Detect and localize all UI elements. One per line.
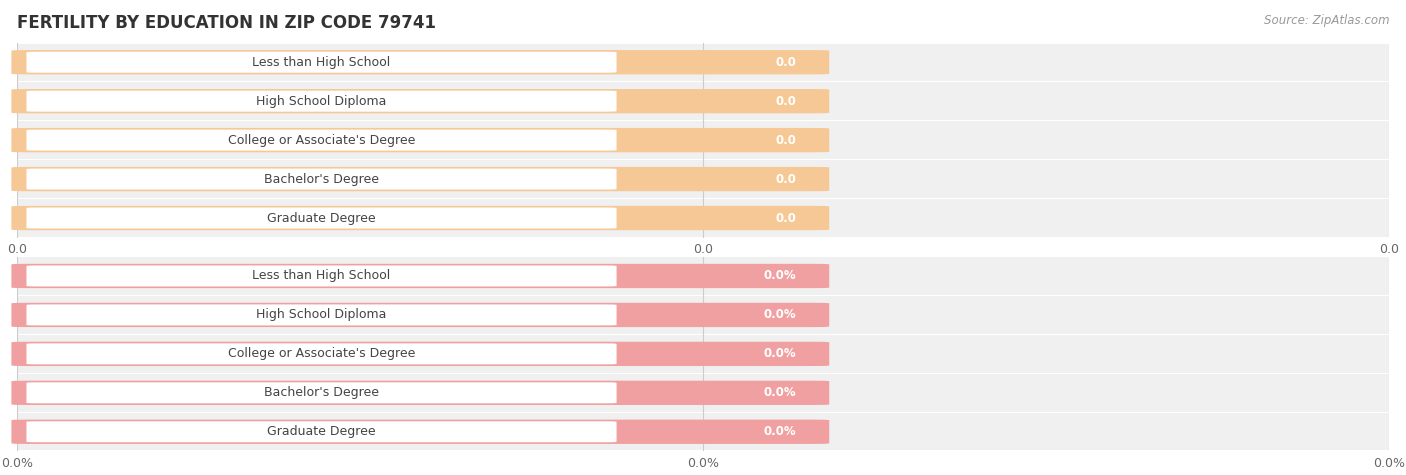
FancyBboxPatch shape xyxy=(11,89,830,114)
Text: Source: ZipAtlas.com: Source: ZipAtlas.com xyxy=(1264,14,1389,27)
Text: High School Diploma: High School Diploma xyxy=(256,95,387,108)
Bar xyxy=(17,374,1389,411)
FancyBboxPatch shape xyxy=(11,380,830,405)
FancyBboxPatch shape xyxy=(27,421,617,442)
Text: 0.0%: 0.0% xyxy=(763,269,796,283)
Text: Less than High School: Less than High School xyxy=(253,56,391,69)
FancyBboxPatch shape xyxy=(11,264,830,288)
Text: College or Associate's Degree: College or Associate's Degree xyxy=(228,347,415,361)
FancyBboxPatch shape xyxy=(27,208,617,228)
Bar xyxy=(17,413,1389,450)
Text: 0.0%: 0.0% xyxy=(763,308,796,322)
Text: Graduate Degree: Graduate Degree xyxy=(267,425,375,438)
Text: Graduate Degree: Graduate Degree xyxy=(267,211,375,225)
Text: 0.0%: 0.0% xyxy=(763,386,796,399)
Bar xyxy=(17,335,1389,372)
Bar xyxy=(17,122,1389,159)
Text: College or Associate's Degree: College or Associate's Degree xyxy=(228,133,415,147)
FancyBboxPatch shape xyxy=(11,419,830,444)
FancyBboxPatch shape xyxy=(27,304,617,325)
Text: FERTILITY BY EDUCATION IN ZIP CODE 79741: FERTILITY BY EDUCATION IN ZIP CODE 79741 xyxy=(17,14,436,32)
Text: 0.0: 0.0 xyxy=(776,211,796,225)
FancyBboxPatch shape xyxy=(27,169,617,190)
Text: Less than High School: Less than High School xyxy=(253,269,391,283)
Text: 0.0: 0.0 xyxy=(776,133,796,147)
FancyBboxPatch shape xyxy=(27,52,617,73)
Bar xyxy=(17,44,1389,81)
Text: 0.0: 0.0 xyxy=(776,172,796,186)
FancyBboxPatch shape xyxy=(27,343,617,364)
Text: 0.0%: 0.0% xyxy=(763,347,796,361)
Text: High School Diploma: High School Diploma xyxy=(256,308,387,322)
Bar xyxy=(17,200,1389,237)
FancyBboxPatch shape xyxy=(27,382,617,403)
Text: Bachelor's Degree: Bachelor's Degree xyxy=(264,386,380,399)
Text: 0.0: 0.0 xyxy=(776,56,796,69)
Bar xyxy=(17,161,1389,198)
FancyBboxPatch shape xyxy=(11,303,830,327)
Bar xyxy=(17,296,1389,333)
Text: Bachelor's Degree: Bachelor's Degree xyxy=(264,172,380,186)
FancyBboxPatch shape xyxy=(11,342,830,366)
FancyBboxPatch shape xyxy=(11,50,830,75)
FancyBboxPatch shape xyxy=(27,130,617,151)
FancyBboxPatch shape xyxy=(11,128,830,152)
Bar xyxy=(17,83,1389,120)
FancyBboxPatch shape xyxy=(27,91,617,112)
Bar xyxy=(17,257,1389,294)
FancyBboxPatch shape xyxy=(11,206,830,230)
FancyBboxPatch shape xyxy=(27,266,617,286)
FancyBboxPatch shape xyxy=(11,167,830,191)
Text: 0.0: 0.0 xyxy=(776,95,796,108)
Text: 0.0%: 0.0% xyxy=(763,425,796,438)
